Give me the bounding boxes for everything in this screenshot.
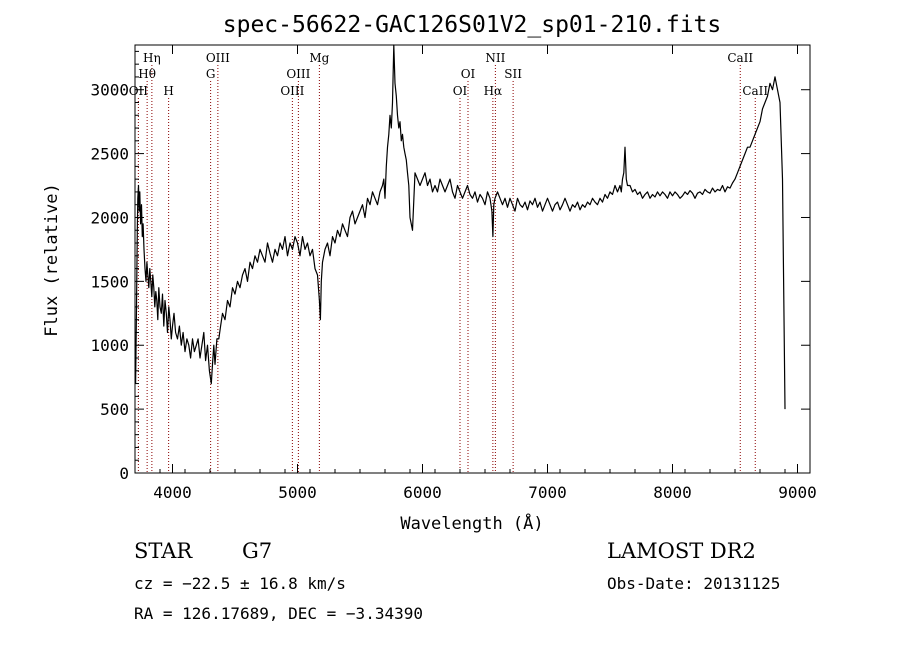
line-marker-label: SII <box>504 67 522 81</box>
x-tick-label: 7000 <box>528 483 567 502</box>
line-marker-label: H <box>163 84 173 98</box>
redshift-cz: cz = −22.5 ± 16.8 km/s <box>134 574 346 593</box>
y-tick-label: 1000 <box>90 336 129 355</box>
line-marker-label: OI <box>453 84 468 98</box>
object-subclass: G7 <box>242 539 273 563</box>
y-tick-label: 2000 <box>90 208 129 227</box>
line-marker-label: Hα <box>484 84 503 98</box>
line-marker-label: OI <box>461 67 476 81</box>
x-tick-label: 4000 <box>153 483 192 502</box>
x-tick-label: 8000 <box>653 483 692 502</box>
line-marker-label: Hθ <box>138 67 156 81</box>
spectral-line-markers: Hη Hθ OII H OIII G OIII OIII Mg NII OI SII OI Hα CaII C… <box>129 51 768 473</box>
line-marker-label: CaII <box>742 84 768 98</box>
line-marker-label: CaII <box>727 51 753 65</box>
line-marker-label: OII <box>129 84 149 98</box>
line-marker-label: OIII <box>206 51 230 65</box>
y-tick-label: 0 <box>119 464 129 483</box>
line-marker-label: OIII <box>286 67 310 81</box>
y-tick-label: 3000 <box>90 81 129 100</box>
plot-frame <box>134 44 811 474</box>
x-tick-label: 9000 <box>778 483 817 502</box>
chart-title: spec-56622-GAC126S01V2_sp01-210.fits <box>223 12 722 38</box>
coordinates: RA = 126.17689, DEC = −3.34390 <box>134 604 423 623</box>
object-class: STAR <box>134 539 193 563</box>
line-marker-label: Mg <box>309 51 329 65</box>
line-marker-label: Hη <box>143 51 161 65</box>
y-tick-label: 500 <box>100 400 129 419</box>
x-axis-label: Wavelength (Å) <box>400 512 543 534</box>
spectrum-line <box>135 44 786 410</box>
x-tick-label: 5000 <box>278 483 317 502</box>
line-marker-label: G <box>206 67 216 81</box>
line-marker-label: OIII <box>280 84 304 98</box>
y-tick-label: 2500 <box>90 145 129 164</box>
x-tick-label: 6000 <box>403 483 442 502</box>
y-tick-label: 1500 <box>90 272 129 291</box>
y-axis-label: Flux (relative) <box>42 183 62 337</box>
survey-name: LAMOST DR2 <box>607 539 756 563</box>
obs-date: Obs-Date: 20131125 <box>607 574 781 593</box>
axis-ticks: 4000 5000 6000 7000 8000 9000 0 500 1000 1500 2000… <box>90 45 817 502</box>
line-marker-label: NII <box>485 51 505 65</box>
